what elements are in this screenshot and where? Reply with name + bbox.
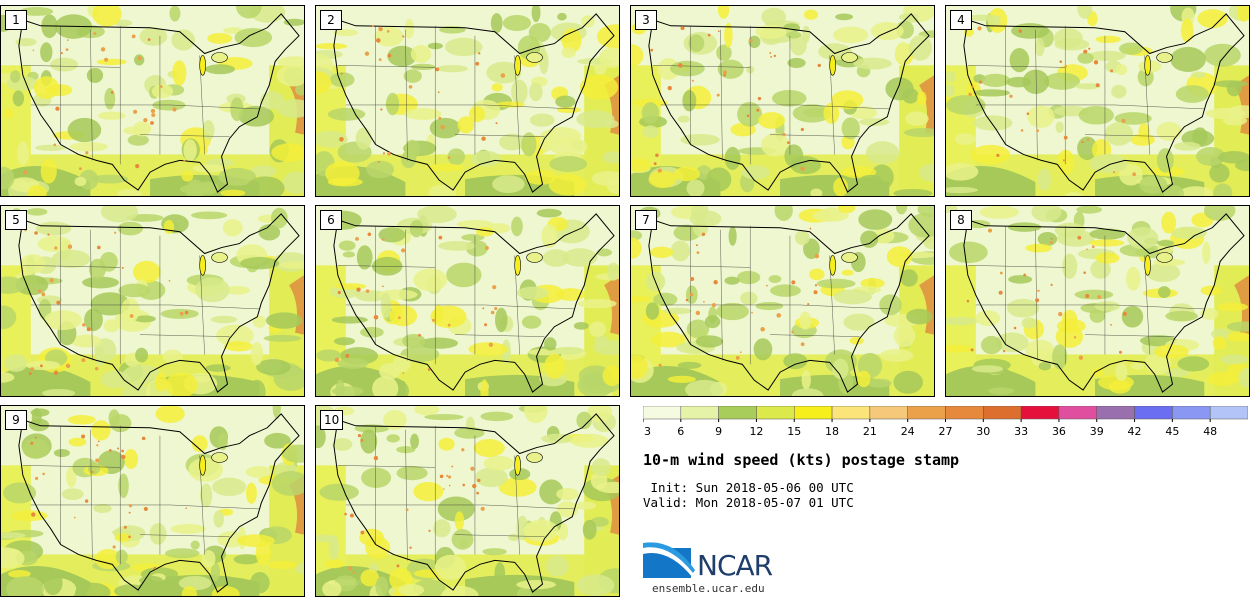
colorbar-swatch bbox=[1209, 406, 1248, 420]
colorbar-tick-label: 15 bbox=[787, 425, 801, 436]
member-panel: 3 bbox=[630, 5, 935, 197]
colorbar-swatch bbox=[1058, 406, 1098, 420]
colorbar-tick-label: 18 bbox=[825, 425, 839, 436]
colorbar-swatch bbox=[1020, 406, 1060, 420]
colorbar-swatch bbox=[907, 406, 946, 420]
panel-number-label: 9 bbox=[5, 410, 27, 430]
colorbar-tick-label: 42 bbox=[1128, 425, 1142, 436]
member-panel: 2 bbox=[315, 5, 620, 197]
colorbar-swatch bbox=[831, 406, 871, 420]
colorbar-tick-label: 12 bbox=[749, 425, 763, 436]
colorbar-tick-label: 33 bbox=[1014, 425, 1028, 436]
member-panel: 4 bbox=[945, 5, 1250, 197]
member-panel: 7 bbox=[630, 205, 935, 397]
ncar-logo-icon bbox=[643, 542, 695, 578]
colorbar-tick-label: 6 bbox=[677, 425, 684, 436]
colorbar-tick-label: 9 bbox=[715, 425, 722, 436]
member-panel: 10 bbox=[315, 405, 620, 597]
colorbar-swatch bbox=[945, 406, 984, 420]
panel-number-label: 3 bbox=[635, 10, 657, 30]
member-panel: 8 bbox=[945, 205, 1250, 397]
colorbar-tick-label: 48 bbox=[1203, 425, 1217, 436]
colorbar-tick-label: 24 bbox=[901, 425, 915, 436]
valid-time: Valid: Mon 2018-05-07 01 UTC bbox=[643, 495, 854, 510]
colorbar-tick-label: 36 bbox=[1052, 425, 1066, 436]
panel-number-label: 6 bbox=[320, 210, 342, 230]
init-time: Init: Sun 2018-05-06 00 UTC bbox=[643, 480, 854, 495]
panel-number-label: 10 bbox=[320, 410, 344, 430]
colorbar-swatch bbox=[1172, 406, 1211, 420]
colorbar-legend: 3 6 9 12 15 18 21 24 27 30 33 36 39 42 45 48 bbox=[643, 406, 1248, 436]
ncar-logo-text: NCAR bbox=[697, 549, 773, 582]
figure-title: 10-m wind speed (kts) postage stamp bbox=[643, 451, 960, 469]
colorbar-swatch bbox=[756, 406, 795, 420]
member-panel: 1 bbox=[0, 5, 305, 197]
colorbar-swatch bbox=[869, 406, 908, 420]
colorbar-tick-label: 39 bbox=[1090, 425, 1104, 436]
member-panel: 5 bbox=[0, 205, 305, 397]
member-panel: 6 bbox=[315, 205, 620, 397]
colorbar-swatch bbox=[718, 406, 757, 420]
panel-number-label: 8 bbox=[950, 210, 972, 230]
colorbar-swatch bbox=[643, 406, 682, 420]
colorbar-swatch bbox=[680, 406, 719, 420]
colorbar-swatch bbox=[1134, 406, 1173, 420]
panel-number-label: 1 bbox=[5, 10, 27, 30]
colorbar-tick-label: 3 bbox=[644, 425, 651, 436]
colorbar-swatch bbox=[794, 406, 833, 420]
colorbar-tick-label: 30 bbox=[976, 425, 990, 436]
panel-number-label: 5 bbox=[5, 210, 27, 230]
member-panel: 9 bbox=[0, 405, 305, 597]
colorbar-swatch bbox=[1096, 406, 1135, 420]
colorbar-tick-label: 45 bbox=[1165, 425, 1179, 436]
panel-number-label: 2 bbox=[320, 10, 342, 30]
colorbar-tick-label: 21 bbox=[863, 425, 877, 436]
colorbar-tick-label: 27 bbox=[939, 425, 953, 436]
panel-number-label: 7 bbox=[635, 210, 657, 230]
site-url: ensemble.ucar.edu bbox=[652, 582, 765, 595]
panel-number-label: 4 bbox=[950, 10, 972, 30]
colorbar-swatch bbox=[983, 406, 1022, 420]
